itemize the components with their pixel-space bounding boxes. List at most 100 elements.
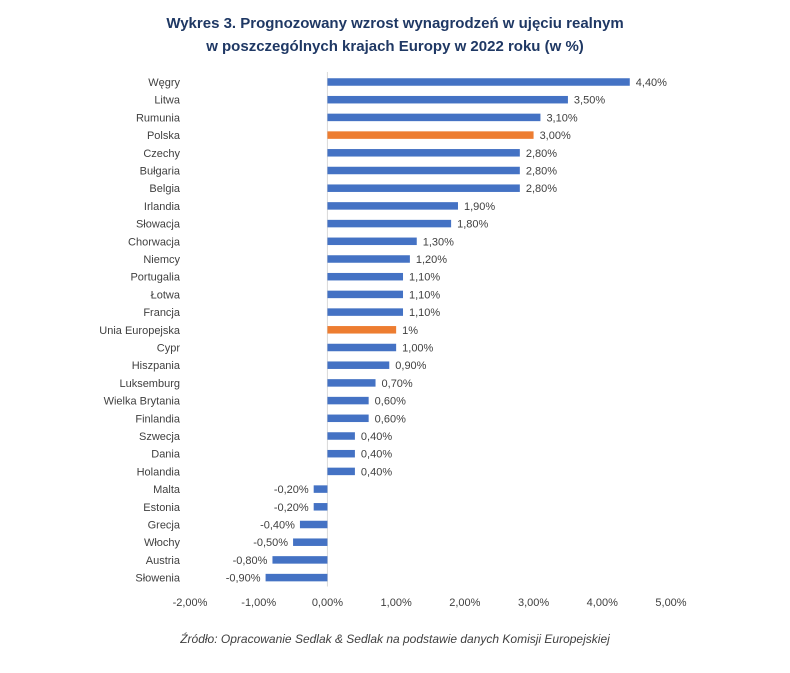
bar-22: [327, 467, 355, 476]
bar-7: [327, 202, 458, 210]
category-label: Luksemburg: [119, 378, 180, 390]
category-label: Słowenia: [135, 573, 181, 585]
data-label: 0,40%: [361, 449, 392, 461]
bar-1: [327, 95, 568, 104]
data-label: 0,40%: [361, 431, 392, 443]
data-label: 4,40%: [636, 77, 667, 89]
x-tick-label: 5,00%: [655, 597, 686, 609]
category-label: Litwa: [154, 95, 181, 107]
bar-19: [327, 414, 369, 423]
bar-15: [327, 343, 397, 352]
bar-11: [327, 272, 404, 281]
category-label: Polska: [147, 130, 181, 142]
x-tick-label: 2,00%: [449, 597, 480, 609]
category-label: Finlandia: [135, 413, 181, 425]
chart-title-line2: w poszczególnych krajach Europy w 2022 r…: [206, 38, 584, 55]
bar-3: [327, 131, 534, 139]
data-label: 3,50%: [574, 95, 605, 107]
chart-title: Wykres 3. Prognozowany wzrost wynagrodze…: [0, 12, 790, 58]
data-label: 1,10%: [409, 307, 440, 319]
data-label: -0,20%: [274, 502, 309, 514]
x-tick-label: 0,00%: [312, 597, 343, 609]
category-label: Niemcy: [143, 254, 180, 266]
category-label: Dania: [151, 449, 181, 461]
bar-26: [293, 538, 328, 546]
data-label: 1,90%: [464, 201, 495, 213]
bar-16: [327, 361, 390, 369]
source-note: Źródło: Opracowanie Sedlak & Sedlak na p…: [180, 632, 610, 646]
bar-14: [327, 326, 397, 334]
bar-17: [327, 379, 376, 387]
category-label: Łotwa: [151, 289, 181, 301]
bar-20: [327, 432, 355, 440]
bar-23: [313, 485, 328, 493]
bar-25: [299, 520, 328, 529]
data-label: 2,80%: [526, 183, 557, 195]
bar-4: [327, 149, 520, 157]
data-label: 1,20%: [416, 254, 447, 266]
bar-2: [327, 113, 541, 122]
data-label: 3,10%: [546, 112, 577, 124]
data-label: -0,20%: [274, 484, 309, 496]
data-label: 0,70%: [382, 378, 413, 390]
bar-28: [265, 573, 328, 582]
data-label: -0,50%: [253, 537, 288, 549]
category-label: Bułgaria: [140, 166, 181, 178]
data-label: 3,00%: [540, 130, 571, 142]
category-label: Rumunia: [136, 112, 181, 124]
data-label: 1%: [402, 325, 418, 337]
bar-21: [327, 449, 355, 458]
data-label: 2,80%: [526, 166, 557, 178]
x-tick-label: 1,00%: [381, 597, 412, 609]
bar-6: [327, 184, 520, 192]
category-label: Wielka Brytania: [104, 396, 181, 408]
data-label: 1,00%: [402, 343, 433, 355]
data-label: 0,40%: [361, 466, 392, 478]
data-label: 1,10%: [409, 272, 440, 284]
category-label: Chorwacja: [128, 236, 181, 248]
category-label: Cypr: [157, 343, 181, 355]
category-label: Holandia: [137, 466, 181, 478]
data-label: -0,80%: [233, 555, 268, 567]
category-label: Czechy: [143, 148, 180, 160]
category-label: Grecja: [148, 520, 181, 532]
category-label: Węgry: [148, 77, 180, 89]
bar-12: [327, 290, 404, 299]
bar-18: [327, 396, 369, 405]
data-label: 1,80%: [457, 219, 488, 231]
bar-13: [327, 308, 404, 316]
x-tick-label: -2,00%: [173, 597, 208, 609]
bar-8: [327, 219, 452, 228]
data-label: -0,40%: [260, 520, 295, 532]
category-label: Słowacja: [136, 219, 181, 231]
bar-10: [327, 255, 410, 263]
category-label: Estonia: [143, 502, 181, 514]
bar-5: [327, 166, 520, 175]
category-label: Malta: [153, 484, 181, 496]
chart-title-line1: Wykres 3. Prognozowany wzrost wynagrodze…: [166, 15, 624, 32]
data-label: 0,60%: [375, 413, 406, 425]
data-label: 2,80%: [526, 148, 557, 160]
data-label: 0,60%: [375, 396, 406, 408]
data-label: 0,90%: [395, 360, 426, 372]
bar-9: [327, 237, 417, 246]
category-label: Francja: [143, 307, 181, 319]
bar-0: [327, 78, 630, 86]
data-label: 1,30%: [423, 236, 454, 248]
category-label: Austria: [146, 555, 181, 567]
category-label: Portugalia: [130, 272, 180, 284]
bar-27: [272, 556, 328, 564]
data-label: -0,90%: [226, 573, 261, 585]
category-label: Szwecja: [139, 431, 181, 443]
x-tick-label: 4,00%: [587, 597, 618, 609]
x-tick-label: 3,00%: [518, 597, 549, 609]
category-label: Unia Europejska: [99, 325, 181, 337]
category-label: Hiszpania: [132, 360, 181, 372]
category-label: Irlandia: [144, 201, 181, 213]
x-tick-label: -1,00%: [241, 597, 276, 609]
data-label: 1,10%: [409, 289, 440, 301]
category-label: Włochy: [144, 537, 181, 549]
category-label: Belgia: [149, 183, 180, 195]
bar-24: [313, 503, 328, 511]
